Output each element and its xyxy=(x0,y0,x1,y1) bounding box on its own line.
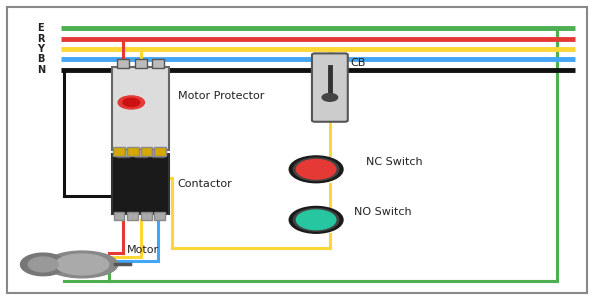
FancyBboxPatch shape xyxy=(116,59,128,68)
FancyBboxPatch shape xyxy=(140,147,152,156)
Circle shape xyxy=(289,206,343,233)
Circle shape xyxy=(322,94,338,101)
FancyBboxPatch shape xyxy=(127,212,138,220)
Ellipse shape xyxy=(46,251,118,278)
FancyBboxPatch shape xyxy=(134,148,146,158)
Ellipse shape xyxy=(55,254,109,275)
Text: B: B xyxy=(37,54,44,64)
Text: Motor: Motor xyxy=(127,244,159,255)
Circle shape xyxy=(296,160,336,179)
Circle shape xyxy=(28,257,58,272)
Text: E: E xyxy=(37,23,44,33)
Circle shape xyxy=(289,156,343,183)
FancyBboxPatch shape xyxy=(113,147,125,156)
FancyBboxPatch shape xyxy=(127,147,139,156)
Text: Y: Y xyxy=(37,44,44,54)
Circle shape xyxy=(123,98,140,106)
Text: CB: CB xyxy=(351,58,366,68)
FancyBboxPatch shape xyxy=(112,67,169,150)
Text: Contactor: Contactor xyxy=(178,179,232,189)
FancyBboxPatch shape xyxy=(112,154,169,214)
FancyBboxPatch shape xyxy=(152,59,164,68)
Circle shape xyxy=(20,253,66,276)
Text: NO Switch: NO Switch xyxy=(354,207,412,218)
FancyBboxPatch shape xyxy=(116,148,128,158)
Text: N: N xyxy=(37,65,46,75)
Text: R: R xyxy=(37,34,45,44)
FancyBboxPatch shape xyxy=(154,147,166,156)
Circle shape xyxy=(293,158,339,181)
Circle shape xyxy=(296,210,336,230)
Circle shape xyxy=(118,96,145,109)
FancyBboxPatch shape xyxy=(113,212,124,220)
FancyBboxPatch shape xyxy=(154,212,165,220)
FancyBboxPatch shape xyxy=(141,212,152,220)
FancyBboxPatch shape xyxy=(312,53,348,122)
Text: NC Switch: NC Switch xyxy=(365,157,422,167)
Circle shape xyxy=(293,208,339,231)
FancyBboxPatch shape xyxy=(152,148,164,158)
Text: Motor Protector: Motor Protector xyxy=(178,91,264,101)
FancyBboxPatch shape xyxy=(134,59,146,68)
